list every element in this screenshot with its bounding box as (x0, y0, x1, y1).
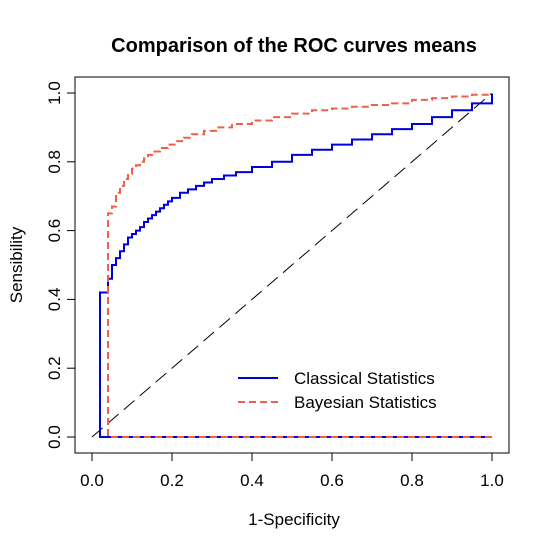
series-layer (91, 92, 493, 438)
x-axis: 0.0 0.2 0.4 0.6 0.8 1.0 (80, 452, 504, 490)
y-axis: 0.0 0.2 0.4 0.6 0.8 1.0 (45, 81, 76, 449)
legend-label: Bayesian Statistics (294, 393, 437, 412)
series-bayesian-statistics (107, 93, 493, 438)
legend-label: Classical Statistics (294, 369, 435, 388)
y-tick-label: 0.6 (45, 219, 64, 243)
series-classical-statistics (99, 93, 493, 438)
y-tick-label: 0.8 (45, 150, 64, 174)
x-tick-label: 1.0 (480, 471, 504, 490)
x-tick-label: 0.4 (240, 471, 264, 490)
x-axis-label: 1-Specificity (248, 510, 340, 529)
x-tick-label: 0.2 (160, 471, 184, 490)
y-axis-label: Sensibility (7, 226, 26, 303)
y-tick-label: 1.0 (45, 81, 64, 105)
chart-title: Comparison of the ROC curves means (111, 35, 477, 57)
x-tick-label: 0.8 (400, 471, 424, 490)
x-tick-label: 0.6 (320, 471, 344, 490)
y-tick-label: 0.0 (45, 425, 64, 449)
diagonal-reference-line (91, 92, 493, 438)
legend: Classical Statistics Bayesian Statistics (238, 369, 437, 412)
y-tick-label: 0.2 (45, 356, 64, 380)
x-tick-label: 0.0 (80, 471, 104, 490)
y-tick-label: 0.4 (45, 288, 64, 312)
